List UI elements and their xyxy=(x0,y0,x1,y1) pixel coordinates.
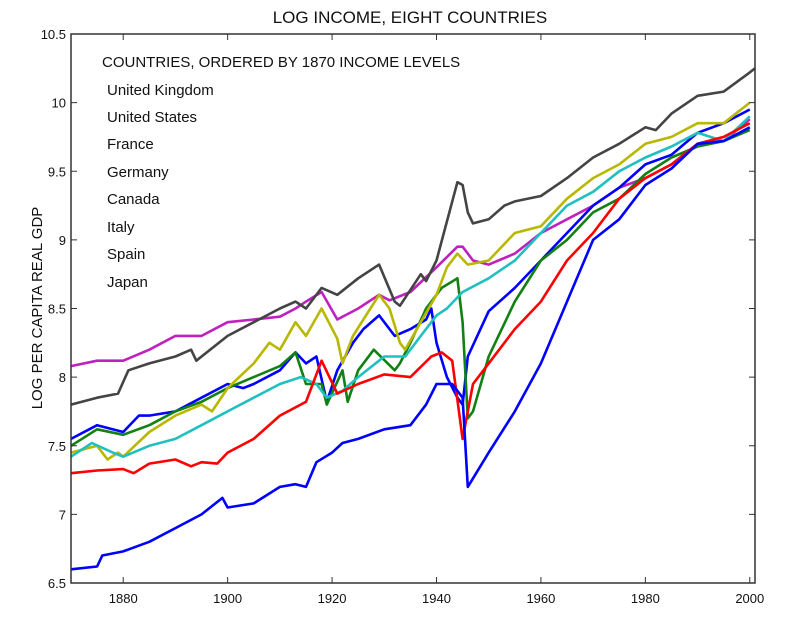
series-line-7 xyxy=(70,122,751,475)
x-tick-label: 1880 xyxy=(109,591,138,606)
legend-entry: United Kingdom xyxy=(107,82,214,99)
y-tick-label: 7.5 xyxy=(48,439,66,454)
x-tick-label: 1900 xyxy=(213,591,242,606)
series-line-8 xyxy=(70,126,751,571)
legend-title: COUNTRIES, ORDERED BY 1870 INCOME LEVELS xyxy=(102,54,460,71)
legend-entry: Japan xyxy=(107,274,148,291)
ticks-layer: 1880 1900 1920 1940 1960 1980 2000 6.5 7 7.5 8 8.5 9… xyxy=(41,27,765,606)
series-line-2 xyxy=(70,67,756,406)
y-tick-label: 9 xyxy=(59,233,66,248)
x-tick-label: 1980 xyxy=(631,591,660,606)
legend: COUNTRIES, ORDERED BY 1870 INCOME LEVELS… xyxy=(102,54,460,291)
y-tick-label: 8 xyxy=(59,370,66,385)
y-tick-label: 8.5 xyxy=(48,302,66,317)
legend-entry: Italy xyxy=(107,219,135,236)
series-line-3 xyxy=(70,108,751,441)
legend-entry: Spain xyxy=(107,246,145,263)
y-tick-label: 7 xyxy=(59,507,66,522)
legend-entry: United States xyxy=(107,109,197,126)
x-tick-label: 1960 xyxy=(526,591,555,606)
series-line-5 xyxy=(70,101,751,461)
chart-title: LOG INCOME, EIGHT COUNTRIES xyxy=(273,8,548,27)
legend-entry: Canada xyxy=(107,191,160,208)
legend-entry: Germany xyxy=(107,164,169,181)
y-tick-label: 10 xyxy=(52,96,66,111)
x-tick-label: 2000 xyxy=(735,591,764,606)
y-tick-label: 10.5 xyxy=(41,27,66,42)
y-tick-label: 6.5 xyxy=(48,576,66,591)
legend-entry: France xyxy=(107,136,154,153)
x-tick-label: 1940 xyxy=(422,591,451,606)
y-axis-label: LOG PER CAPITA REAL GDP xyxy=(29,207,46,410)
series-line-6 xyxy=(70,115,751,458)
x-tick-label: 1920 xyxy=(318,591,347,606)
y-tick-label: 9.5 xyxy=(48,164,66,179)
series-layer xyxy=(70,67,756,571)
